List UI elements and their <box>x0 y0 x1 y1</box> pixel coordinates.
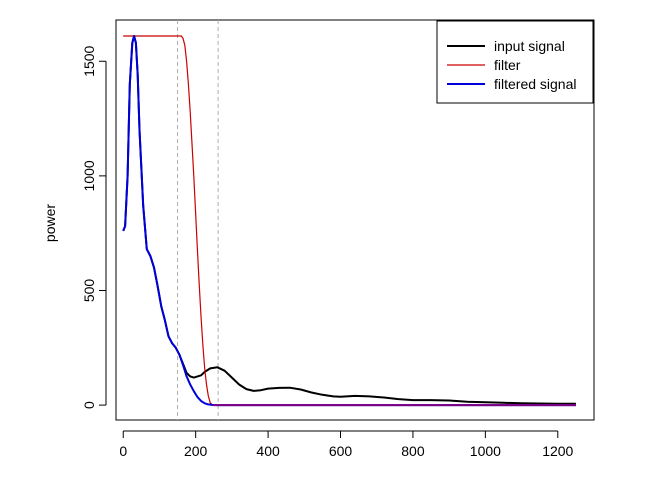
x-tick-label-1: 200 <box>184 443 208 459</box>
legend-label-2: filtered signal <box>494 76 577 92</box>
y-axis: 0 500 1000 1500 <box>81 45 107 409</box>
series-layer <box>122 35 576 407</box>
x-tick-label-6: 1200 <box>542 443 573 459</box>
y-axis-label: power <box>42 204 58 242</box>
reference-lines <box>177 20 219 420</box>
x-tick-label-4: 800 <box>401 443 425 459</box>
y-tick-label-1: 500 <box>81 279 97 303</box>
x-tick-label-2: 400 <box>256 443 280 459</box>
legend-box <box>436 20 594 104</box>
x-axis: 0 200 400 600 800 1000 1200 <box>119 430 574 459</box>
x-tick-label-3: 600 <box>329 443 353 459</box>
y-tick-label-0: 0 <box>81 401 97 409</box>
y-tick-label-3: 1500 <box>81 45 97 76</box>
legend: input signal filter filtered signal <box>436 20 594 104</box>
legend-label-1: filter <box>494 57 521 73</box>
plot-frame <box>115 19 595 421</box>
x-tick-label-0: 0 <box>119 443 127 459</box>
legend-label-0: input signal <box>494 38 565 54</box>
x-tick-label-5: 1000 <box>470 443 501 459</box>
y-tick-label-2: 1000 <box>81 160 97 191</box>
